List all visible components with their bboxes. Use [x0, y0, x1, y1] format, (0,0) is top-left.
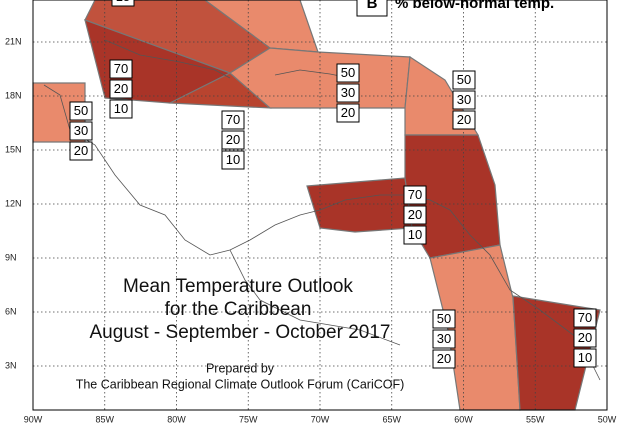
probability-box — [221, 110, 245, 130]
lat-label: 21N — [5, 36, 22, 46]
probability-box — [573, 308, 597, 328]
probability: 20 — [457, 112, 471, 127]
credit-line: Prepared by — [206, 361, 275, 375]
lon-label: 50W — [598, 414, 617, 424]
lon-label: 55W — [526, 414, 545, 424]
probability-box — [432, 329, 456, 349]
probability: 10 — [226, 152, 240, 167]
probability: 30 — [457, 92, 471, 107]
probability-box — [432, 349, 456, 369]
lat-label: 3N — [5, 360, 17, 370]
regions — [32, 0, 601, 411]
probability-box — [336, 63, 360, 83]
probability: 20 — [408, 207, 422, 222]
map-border — [32, 0, 608, 411]
probability-box — [573, 328, 597, 348]
probability-box — [403, 205, 427, 225]
probability: 20 — [341, 105, 355, 120]
probability: 30 — [74, 123, 88, 138]
lat-label: 18N — [5, 90, 22, 100]
probability-box — [336, 83, 360, 103]
lon-label: 90W — [24, 414, 43, 424]
graticule — [33, 0, 607, 410]
probability: 20 — [74, 143, 88, 158]
probability-box — [403, 225, 427, 245]
probability-box — [452, 70, 476, 90]
probability: 30 — [437, 331, 451, 346]
legend-text: % below-normal temp. — [395, 0, 554, 12]
probability: 20 — [226, 132, 240, 147]
title-line: August - September - October 2017 — [90, 322, 391, 343]
probability: 20 — [437, 351, 451, 366]
coastline — [43, 84, 601, 381]
probability: 70 — [226, 112, 240, 127]
probability: 50 — [341, 65, 355, 80]
probability-box — [111, 0, 135, 7]
title-line: for the Caribbean — [165, 299, 312, 320]
lat-label: 12N — [5, 198, 22, 208]
probability: 30 — [341, 85, 355, 100]
probability-box — [69, 141, 93, 161]
probability-box — [221, 130, 245, 150]
lon-label: 85W — [95, 414, 114, 424]
probability-box — [109, 99, 133, 119]
probability: 20 — [114, 81, 128, 96]
lon-label: 70W — [311, 414, 330, 424]
probability: 10 — [114, 101, 128, 116]
probability: 10 — [408, 227, 422, 242]
probability: 50 — [457, 72, 471, 87]
probability-box — [69, 101, 93, 121]
lon-label: 65W — [382, 414, 401, 424]
lon-label: 75W — [239, 414, 258, 424]
lon-label: 60W — [454, 414, 473, 424]
probability: 50 — [74, 103, 88, 118]
probability: 10 — [578, 350, 592, 365]
probability: 20 — [578, 330, 592, 345]
probability-box — [452, 90, 476, 110]
lon-label: 80W — [167, 414, 186, 424]
probability: 70 — [408, 187, 422, 202]
lat-label: 15N — [5, 144, 22, 154]
legend-box — [356, 0, 388, 17]
legend-key: B — [367, 0, 378, 12]
credit-line: The Caribbean Regional Climate Outlook F… — [76, 377, 405, 391]
probability-box — [403, 185, 427, 205]
title-line: Mean Temperature Outlook — [123, 276, 353, 297]
probability-box — [109, 59, 133, 79]
probability-box — [452, 110, 476, 130]
coastline — [229, 249, 401, 346]
probability: 70 — [578, 310, 592, 325]
coastline — [104, 39, 231, 79]
probability: 15 — [116, 0, 130, 4]
probability-box — [221, 150, 245, 170]
probability: 50 — [437, 311, 451, 326]
probability-box — [69, 121, 93, 141]
lat-label: 9N — [5, 252, 17, 262]
probability-box — [432, 309, 456, 329]
probability: 70 — [114, 61, 128, 76]
region — [306, 177, 413, 233]
lat-label: 6N — [5, 306, 17, 316]
probability-box — [109, 79, 133, 99]
probability-box — [336, 103, 360, 123]
probability-box — [573, 348, 597, 368]
